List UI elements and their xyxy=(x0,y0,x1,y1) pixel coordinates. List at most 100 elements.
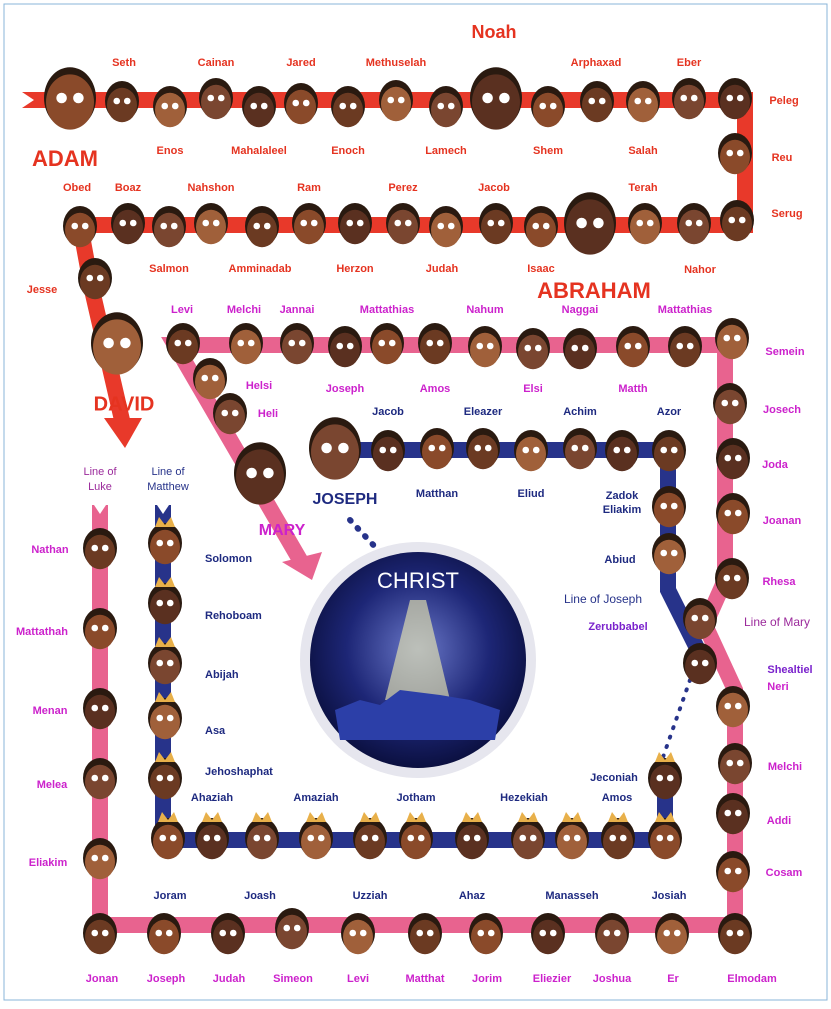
eye xyxy=(646,219,654,227)
eye xyxy=(201,374,209,382)
face xyxy=(518,334,548,370)
person-name: Melchi xyxy=(227,304,261,316)
crown xyxy=(155,577,175,587)
person-name: Joash xyxy=(244,890,276,902)
eye xyxy=(166,539,174,547)
eye xyxy=(212,219,220,227)
face xyxy=(650,764,680,800)
face xyxy=(457,824,487,860)
person-name: Jared xyxy=(286,57,315,69)
eye xyxy=(644,97,652,105)
face xyxy=(685,649,715,685)
eye xyxy=(160,222,168,230)
eye xyxy=(519,834,527,842)
eye xyxy=(691,614,699,622)
person-name: Helsi xyxy=(246,380,272,392)
face xyxy=(720,84,750,120)
person-name: Er xyxy=(667,973,679,985)
eye xyxy=(539,929,547,937)
face xyxy=(650,824,680,860)
eye xyxy=(339,102,347,110)
person-name: Josech xyxy=(763,404,801,416)
person-name: Lamech xyxy=(425,145,467,157)
eye xyxy=(81,222,89,230)
eye xyxy=(203,834,211,842)
person-name: Peleg xyxy=(769,95,798,107)
person-name: Ram xyxy=(297,182,321,194)
person-name: MARY xyxy=(259,522,306,539)
eye xyxy=(394,219,402,227)
eye xyxy=(724,867,732,875)
eye xyxy=(660,502,668,510)
face xyxy=(685,604,715,640)
eye xyxy=(263,222,271,230)
person-name: ABRAHAM xyxy=(537,278,651,303)
person-name: Noah xyxy=(472,22,517,42)
crown xyxy=(518,812,538,822)
face xyxy=(282,329,312,365)
eye xyxy=(310,219,318,227)
person-name: Arphaxad xyxy=(571,57,622,69)
person-name: Elsi xyxy=(523,383,543,395)
eye xyxy=(388,339,396,347)
eye xyxy=(293,924,301,932)
eye xyxy=(563,834,571,842)
person-name: Amminadab xyxy=(229,263,292,275)
crown xyxy=(155,692,175,702)
face xyxy=(168,329,198,365)
person-name: Joram xyxy=(153,890,186,902)
eye xyxy=(407,834,415,842)
person-name: Mattathah xyxy=(16,626,68,638)
eye xyxy=(542,222,550,230)
eye xyxy=(231,409,239,417)
eye xyxy=(736,94,744,102)
face xyxy=(294,209,324,245)
eye xyxy=(685,219,693,227)
person-name: Terah xyxy=(628,182,657,194)
eye xyxy=(283,924,291,932)
person-name: Jannai xyxy=(280,304,315,316)
face xyxy=(195,364,225,400)
eye xyxy=(174,339,182,347)
eye xyxy=(571,444,579,452)
eye xyxy=(129,219,137,227)
person-name: Mahalaleel xyxy=(231,145,287,157)
person-name: DAVID xyxy=(94,393,155,415)
eye xyxy=(229,929,237,937)
face xyxy=(471,919,501,955)
eye xyxy=(581,344,589,352)
eye xyxy=(736,759,744,767)
eye xyxy=(666,834,674,842)
eye xyxy=(263,834,271,842)
eye xyxy=(338,442,349,454)
face xyxy=(718,444,748,480)
eye xyxy=(598,97,606,105)
eye xyxy=(701,659,709,667)
eye xyxy=(169,834,177,842)
eye xyxy=(724,454,732,462)
eye xyxy=(349,929,357,937)
person-name: Amaziah xyxy=(293,792,339,804)
face xyxy=(720,919,750,955)
face xyxy=(154,212,184,248)
eye xyxy=(221,409,229,417)
face xyxy=(718,799,748,835)
eye xyxy=(691,659,699,667)
eye xyxy=(477,929,485,937)
eye xyxy=(476,342,484,350)
face xyxy=(618,332,648,368)
face xyxy=(654,492,684,528)
face xyxy=(468,434,498,470)
eye xyxy=(426,339,434,347)
face xyxy=(513,824,543,860)
person-name: Manasseh xyxy=(545,890,598,902)
face xyxy=(470,332,500,368)
face xyxy=(670,332,700,368)
eye xyxy=(619,834,627,842)
eye xyxy=(726,94,734,102)
eye xyxy=(250,102,258,110)
person-name: Perez xyxy=(388,182,418,194)
eye xyxy=(734,509,742,517)
person-name: Jacob xyxy=(478,182,510,194)
person-name: Eber xyxy=(677,57,702,69)
